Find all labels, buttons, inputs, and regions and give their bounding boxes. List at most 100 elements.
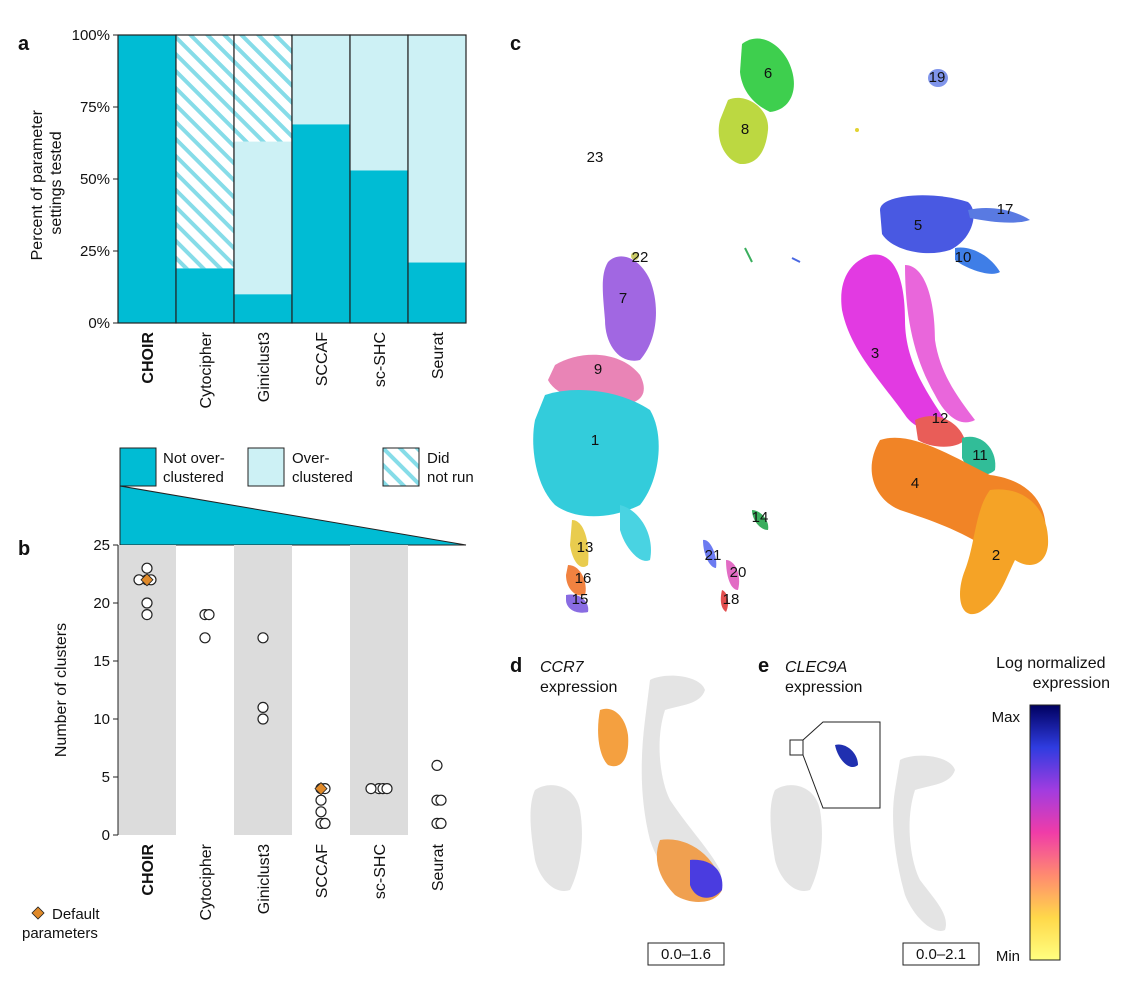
panel-d-range: 0.0–1.6 [661, 946, 711, 963]
panel-a-category-label: SCCAF [314, 332, 331, 386]
panel-a-categories: CHOIR Cytocipher Giniclust3 SCCAF sc-SHC Seur… [140, 331, 447, 408]
panel-c: c [510, 33, 1049, 615]
panel-e-zoom-expr [835, 744, 858, 768]
panel-b-ytick-label: 5 [102, 769, 110, 786]
panel-b-point-sc-shc [365, 782, 377, 795]
panel-b-ytick-label: 10 [93, 711, 110, 728]
cluster-speck-green [744, 247, 753, 263]
cluster-label-21: 21 [705, 547, 722, 564]
panel-e-zoom-source [789, 739, 804, 756]
panel-b-bands [117, 545, 408, 835]
cluster-14-blob [752, 510, 769, 530]
legend-dnr-line1: Did [427, 450, 450, 467]
legend-not-over-line2: clustered [163, 469, 224, 486]
panel-a-ytick-label: 75% [80, 99, 110, 116]
cluster-speck-yellow [855, 128, 859, 132]
panel-c-label: c [510, 33, 521, 55]
cluster-label-2: 2 [992, 547, 1000, 564]
cluster-label-22: 22 [632, 249, 649, 266]
cluster-22-blob [631, 252, 639, 260]
panel-e-range: 0.0–2.1 [916, 946, 966, 963]
panel-b-point-sc-shc [381, 782, 393, 795]
bar-not-over-sccaf [292, 124, 350, 323]
cluster-label-15: 15 [572, 591, 589, 608]
panel-a-category-label: Seurat [430, 331, 447, 379]
panel-b-band-choir [118, 545, 176, 835]
panel-d-expr-high [690, 859, 723, 898]
panel-b-band-giniclust3 [234, 545, 292, 835]
panel-b-category-label: sc-SHC [372, 844, 389, 899]
cluster-16-blob [566, 565, 586, 596]
cluster-speck-blue [791, 257, 801, 263]
cluster-6-blob [740, 38, 794, 112]
colorbar-title-line2: expression [1033, 675, 1110, 692]
legend-label-over: Over- clustered [292, 450, 353, 486]
cluster-1-blob [533, 390, 659, 517]
panel-a-ytick-label: 100% [72, 27, 110, 44]
cluster-label-18: 18 [723, 591, 740, 608]
panel-e-subtitle: expression [785, 679, 862, 696]
panel-b-point-choir [141, 562, 153, 574]
colorbar-bar [1029, 704, 1061, 961]
default-legend-line2: parameters [22, 925, 98, 942]
cluster-7-blob [602, 256, 656, 361]
legend-dnr-line2: not run [427, 469, 474, 486]
panel-b-point-sccaf [319, 817, 331, 830]
panel-b-category-label: Seurat [430, 843, 447, 891]
cluster-label-1: 1 [591, 432, 599, 449]
panel-d-expr-top [598, 708, 629, 767]
panel-b-ytick-label: 25 [93, 537, 110, 554]
cluster-label-17: 17 [997, 201, 1014, 218]
cluster-12-blob [915, 416, 965, 447]
cluster-20-blob [726, 560, 740, 590]
umap-clusters [533, 38, 1049, 615]
default-legend-line1: Default [52, 906, 100, 923]
cluster-10-blob [955, 247, 1000, 274]
panel-d-subtitle: expression [540, 679, 617, 696]
panel-b: b Number of clusters 0 5 10 15 20 25 CHOIR Cyt… [18, 537, 447, 942]
bar-over-sccaf [292, 35, 350, 125]
cluster-19-blob [928, 69, 948, 87]
legend-over-line1: Over- [292, 450, 330, 467]
cluster-17-blob [968, 208, 1030, 223]
legend-label-did-not-run: Did not run [427, 450, 474, 486]
legend-swatch-over [247, 447, 285, 487]
cluster-label-16: 16 [575, 570, 592, 587]
bar-did-not-run-cytocipher [176, 35, 234, 269]
colorbar-title: Log normalized expression [996, 655, 1110, 692]
bar-not-over-choir [118, 35, 176, 323]
panel-e-grey-left [770, 785, 822, 891]
panel-b-ytick-label: 15 [93, 653, 110, 670]
cluster-18-blob [720, 590, 729, 612]
panel-a-ytick-label: 25% [80, 243, 110, 260]
legend-label-not-over: Not over- clustered [163, 450, 229, 486]
legend-swatch-not-over [119, 447, 157, 487]
bar-not-over-sc-shc [350, 170, 408, 323]
cluster-label-12: 12 [932, 410, 949, 427]
panel-a-yticks: 0% 25% 50% 75% 100% [72, 27, 118, 332]
bar-over-seurat [408, 35, 466, 263]
cluster-2-blob [960, 489, 1049, 615]
panel-b-point-cytocipher [199, 632, 211, 644]
bar-over-giniclust3 [234, 141, 292, 295]
cluster-label-13: 13 [577, 539, 594, 556]
cluster-8-blob [718, 97, 769, 165]
panel-a-category-label: Cytocipher [198, 331, 215, 408]
cluster-label-19: 19 [929, 69, 946, 86]
panel-e-range-box [902, 942, 980, 966]
panel-b-yticks: 0 5 10 15 20 25 [93, 537, 118, 844]
cluster-5-blob [880, 195, 974, 254]
cluster-1-tail [620, 505, 651, 561]
panel-a-ylabel-line2: settings tested [48, 131, 65, 234]
cluster-label-5: 5 [914, 217, 922, 234]
panel-a-ytick-label: 50% [80, 171, 110, 188]
panel-d-umap [530, 675, 723, 902]
colorbar: Log normalized expression Max Min [992, 655, 1110, 965]
panel-a-category-label: sc-SHC [372, 332, 389, 387]
panel-b-point-giniclust3 [257, 701, 269, 714]
panel-d-label: d [510, 655, 522, 677]
cluster-label-14: 14 [752, 509, 769, 526]
cluster-label-20: 20 [730, 564, 747, 581]
